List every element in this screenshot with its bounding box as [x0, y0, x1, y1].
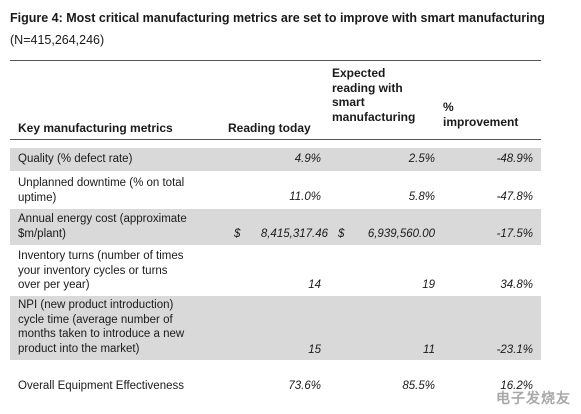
metric-label-line: Annual energy cost (approximate [18, 213, 187, 225]
table-row: Annual energy cost (approximate $m/plant… [10, 209, 541, 245]
metric-label-line: cycle time (average number of [18, 313, 173, 326]
header-expected: Expected reading with smart manufacturin… [332, 66, 442, 124]
table-row: Unplanned downtime (% on total uptime) 1… [10, 173, 541, 207]
metric-label-line: product into the market) [18, 342, 140, 355]
table-row: Overall Equipment Effectiveness 73.6% 85… [10, 374, 541, 398]
header-improvement-line-1: % [443, 100, 454, 114]
header-rule [10, 139, 541, 140]
header-expected-line-4: manufacturing [332, 109, 416, 124]
amount: 8,415,317.46 [260, 228, 328, 240]
metric-label: Quality (% defect rate) [18, 153, 133, 165]
improvement-value: -17.5% [496, 228, 533, 240]
improvement-value: -48.9% [496, 153, 533, 165]
improvement-value: 34.8% [500, 279, 533, 291]
header-expected-line-2: reading with [332, 80, 403, 95]
figure-title: Figure 4: Most critical manufacturing me… [10, 11, 545, 25]
header-expected-line-3: smart [332, 95, 365, 110]
metric-label: Unplanned downtime (% on total uptime) [18, 176, 238, 205]
metric-label-line: NPI (new product introduction) [18, 299, 174, 311]
reading-expected: 2.5% [408, 153, 435, 165]
reading-today: 4.9% [294, 153, 321, 165]
reading-today: 15 [308, 344, 321, 356]
currency-symbol: $ [338, 228, 345, 240]
reading-expected: 85.5% [402, 380, 435, 392]
metric-label-line: Inventory turns (number of times [18, 250, 184, 262]
header-improvement: % improvement [443, 100, 539, 130]
figure-subtitle: (N=415,264,246) [10, 33, 105, 47]
improvement-value: -23.1% [496, 344, 533, 356]
metric-label: Inventory turns (number of times your in… [18, 249, 238, 293]
reading-today: 14 [308, 279, 321, 291]
metric-label-line: your inventory cycles or turns [18, 264, 168, 277]
metric-label: NPI (new product introduction) cycle tim… [18, 298, 238, 356]
improvement-value: 16.2% [500, 380, 533, 392]
table-row: Inventory turns (number of times your in… [10, 247, 541, 295]
currency-symbol: $ [234, 228, 241, 240]
table-row: NPI (new product introduction) cycle tim… [10, 296, 541, 360]
amount: 6,939,560.00 [367, 228, 435, 240]
reading-expected: $ 6,939,560.00 [338, 227, 435, 242]
site-watermark: 电子发烧友 [496, 390, 571, 406]
metric-label: Annual energy cost (approximate $m/plant… [18, 212, 238, 241]
metric-label-line: uptime) [18, 191, 57, 204]
reading-expected: 19 [422, 279, 435, 291]
table-row: Quality (% defect rate) 4.9% 2.5% -48.9% [10, 148, 541, 171]
header-metric: Key manufacturing metrics [18, 121, 173, 135]
reading-expected: 11 [423, 344, 435, 356]
reading-today: $ 8,415,317.46 [234, 227, 328, 242]
header-expected-line-1: Expected [332, 66, 386, 80]
metric-label-line: months taken to introduce a new [18, 328, 185, 340]
header-today: Reading today [228, 121, 311, 135]
reading-today: 11.0% [289, 191, 321, 203]
metric-label: Overall Equipment Effectiveness [18, 380, 184, 392]
top-rule [10, 60, 541, 61]
reading-expected: 5.8% [408, 191, 435, 203]
header-improvement-line-2: improvement [443, 115, 519, 129]
header-row: Key manufacturing metrics Reading today … [10, 64, 541, 138]
reading-today: 73.6% [288, 380, 321, 392]
metric-label-line: $m/plant) [18, 227, 66, 240]
improvement-value: -47.8% [496, 191, 533, 203]
metric-label-line: Unplanned downtime (% on total [18, 177, 185, 189]
metric-label-line: over per year) [18, 279, 90, 291]
